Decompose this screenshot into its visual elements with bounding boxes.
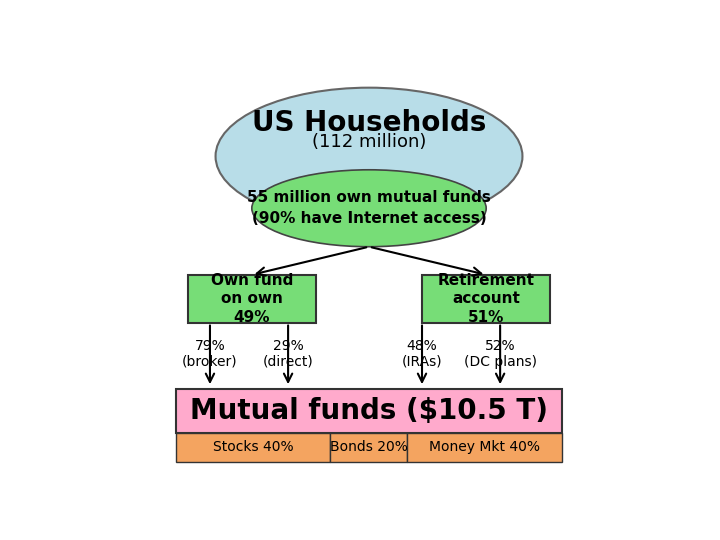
Text: Stocks 40%: Stocks 40% — [213, 440, 294, 454]
Text: (90% have Internet access): (90% have Internet access) — [251, 211, 487, 226]
Text: 29%
(direct): 29% (direct) — [263, 339, 313, 369]
FancyBboxPatch shape — [330, 433, 407, 462]
FancyBboxPatch shape — [422, 275, 550, 322]
Text: US Households: US Households — [252, 109, 486, 137]
Ellipse shape — [215, 87, 523, 225]
Text: Bonds 20%: Bonds 20% — [330, 440, 408, 454]
Text: Money Mkt 40%: Money Mkt 40% — [428, 440, 540, 454]
Text: Mutual funds ($10.5 T): Mutual funds ($10.5 T) — [190, 397, 548, 425]
FancyBboxPatch shape — [188, 275, 316, 322]
Text: 55 million own mutual funds: 55 million own mutual funds — [247, 191, 491, 205]
Ellipse shape — [252, 170, 486, 247]
Text: (112 million): (112 million) — [312, 133, 426, 151]
Text: Own fund
on own
49%: Own fund on own 49% — [211, 273, 293, 325]
Text: 52%
(DC plans): 52% (DC plans) — [464, 339, 536, 369]
FancyBboxPatch shape — [176, 433, 330, 462]
FancyBboxPatch shape — [407, 433, 562, 462]
Text: Retirement
account
51%: Retirement account 51% — [438, 273, 535, 325]
Text: 48%
(IRAs): 48% (IRAs) — [402, 339, 442, 369]
FancyBboxPatch shape — [176, 389, 562, 433]
Text: 79%
(broker): 79% (broker) — [182, 339, 238, 369]
